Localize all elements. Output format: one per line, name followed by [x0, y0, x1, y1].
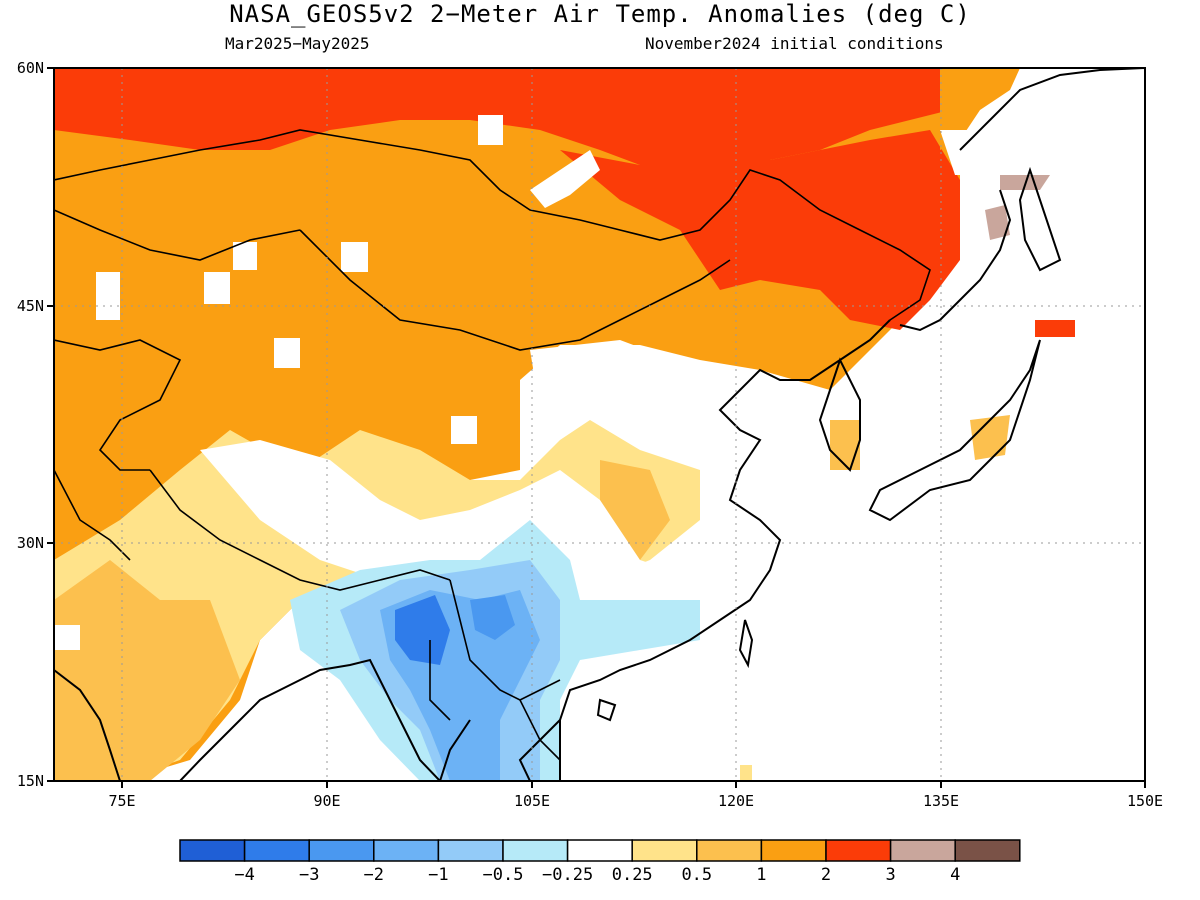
colorbar-tick-label: −2: [364, 865, 384, 885]
country-borders: [54, 129, 931, 761]
map-frame: [53, 67, 1146, 782]
coastlines: [54, 68, 1145, 781]
axis-ticks: [47, 67, 1146, 788]
colorbar-swatch: [243, 839, 310, 862]
anomaly-2to3-northeast: [560, 130, 960, 330]
colorbar-tick-label: 3: [885, 865, 895, 885]
colorbar-swatch: [889, 839, 956, 862]
colorbar-swatch: [502, 839, 569, 862]
colorbar-tick-label: 0.25: [612, 865, 653, 885]
colorbar-tick-label: −0.25: [542, 865, 593, 885]
india-anomaly-region: [54, 560, 240, 781]
colorbar-tick-label: 0.5: [681, 865, 712, 885]
initial-conditions: November2024 initial conditions: [645, 34, 944, 53]
colorbar-swatch: [437, 839, 504, 862]
colorbar: [179, 839, 1021, 862]
colorbar-swatch: [696, 839, 763, 862]
colorbar-tick-label: 2: [821, 865, 831, 885]
colorbar-tick-label: −1: [428, 865, 448, 885]
lon-tick-label: 75E: [108, 792, 135, 810]
lat-tick-label: 15N: [17, 772, 44, 790]
colorbar-labels: −4 −3 −2 −1 −0.5 −0.25 0.25 0.5 1 2 3 4: [234, 865, 960, 885]
lon-tick-label: 135E: [923, 792, 959, 810]
colorbar-swatch: [179, 839, 246, 862]
lat-tick-label: 45N: [17, 297, 44, 315]
map-title: NASA_GEOS5v2 2−Meter Air Temp. Anomalies…: [229, 0, 971, 28]
colorbar-tick-label: −0.5: [483, 865, 524, 885]
lat-tick-label: 60N: [17, 59, 44, 77]
colorbar-tick-label: 4: [950, 865, 960, 885]
colorbar-tick-label: 1: [756, 865, 766, 885]
colorbar-swatch: [373, 839, 440, 862]
colorbar-swatch: [566, 839, 633, 862]
colorbar-swatch: [631, 839, 698, 862]
colorbar-swatch: [760, 839, 827, 862]
colorbar-tick-label: −4: [234, 865, 254, 885]
forecast-period: Mar2025−May2025: [225, 34, 370, 53]
colorbar-swatch: [308, 839, 375, 862]
anomaly-neg3-core: [395, 595, 450, 665]
colorbar-swatch: [954, 839, 1021, 862]
lon-tick-label: 150E: [1127, 792, 1163, 810]
colorbar-swatch: [825, 839, 892, 862]
lon-tick-label: 105E: [514, 792, 550, 810]
lat-tick-label: 30N: [17, 534, 44, 552]
anomaly-field: [54, 68, 1145, 781]
colorbar-tick-label: −3: [299, 865, 319, 885]
lon-tick-label: 120E: [718, 792, 754, 810]
lon-tick-label: 90E: [313, 792, 340, 810]
anomaly-2to3-north: [54, 68, 960, 170]
